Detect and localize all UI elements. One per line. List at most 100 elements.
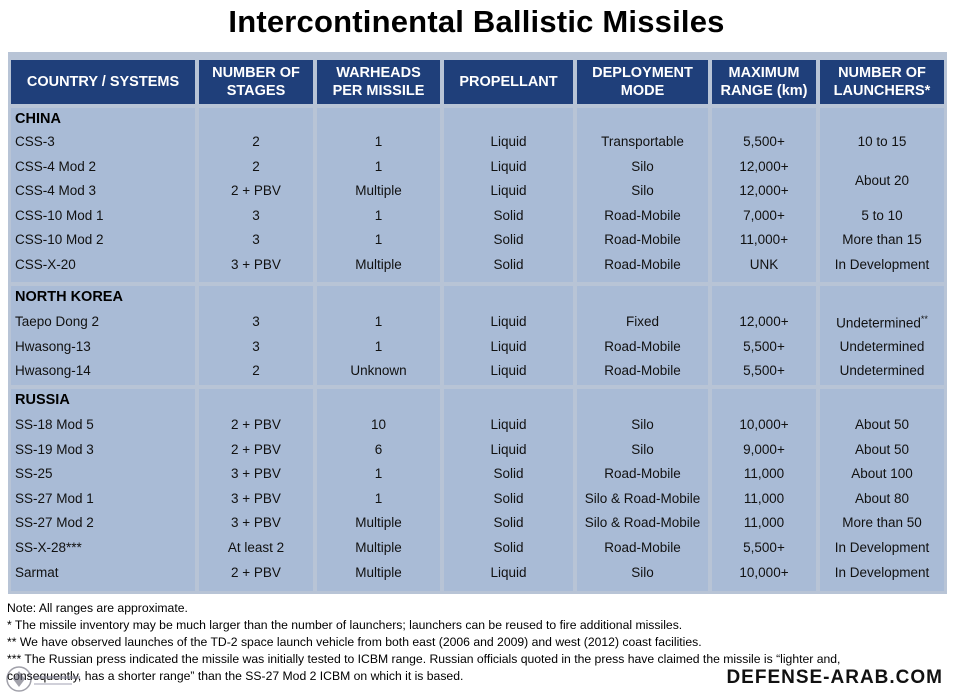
column-background [317,286,440,385]
column-background [444,389,573,591]
header-range: MAXIMUM RANGE (km) [712,60,816,104]
header-launchers: NUMBER OF LAUNCHERS* [820,60,944,104]
cell-warheads: 1 [374,207,383,223]
column-background [11,286,195,385]
column-background [199,108,313,282]
cell-mode: Road-Mobile [604,363,681,379]
cell-stages: At least 2 [227,540,285,555]
defense-arab-logo-icon [6,666,80,692]
cell-system: Sarmat [15,564,59,580]
cell-stages: 3 + PBV [231,515,281,531]
cell-warheads: Unknown [350,363,407,379]
column-background [712,286,816,385]
column-background [577,286,708,385]
cell-warheads: Multiple [355,515,402,531]
footnotes: Note: All ranges are approximate. * The … [7,600,947,685]
cell-system: CSS-4 Mod 3 [15,183,97,199]
cell-stages: 3 [252,232,260,248]
column-background [317,389,440,591]
cell-mode: Silo [631,441,654,457]
cell-range: 12,000+ [739,158,789,174]
header-warheads: WARHEADS PER MISSILE [317,60,440,104]
cell-stages: 2 [252,158,260,174]
cell-launchers: About 50 [854,417,910,432]
cell-propellant: Liquid [490,417,527,432]
cell-mode: Road-Mobile [604,540,681,555]
cell-warheads: 1 [374,314,383,329]
cell-propellant: Liquid [490,134,527,149]
cell-launchers: About 80 [854,490,910,506]
cell-range: 5,500+ [743,338,785,354]
column-background [11,389,195,591]
cell-stages: 3 [252,314,260,329]
column-background [712,389,816,591]
merged-launchers-css4: About 20 [854,173,910,188]
cell-launchers: More than 50 [842,515,922,531]
cell-system: CSS-10 Mod 2 [15,232,104,248]
cell-propellant: Solid [493,490,524,506]
cell-range: 10,000+ [739,417,789,432]
column-background [577,108,708,282]
cell-warheads: 1 [374,338,383,354]
cell-propellant: Solid [493,515,524,531]
cell-range: 11,000 [743,466,785,482]
cell-stages: 2 + PBV [231,564,281,580]
header-stages: NUMBER OF STAGES [199,60,313,104]
cell-range: 10,000+ [739,564,789,580]
cell-warheads: Multiple [355,183,402,199]
cell-mode: Road-Mobile [604,466,681,482]
column-background [820,108,944,282]
note-ssx28-cont: consequently, has a shorter range” than … [7,669,464,683]
cell-stages: 2 [252,134,260,149]
cell-mode: Silo [631,183,654,199]
cell-warheads: Multiple [355,564,402,580]
cell-mode: Road-Mobile [604,232,681,248]
cell-propellant: Liquid [490,314,527,329]
cell-launchers: Undetermined [839,363,925,379]
cell-system: SS-X-28*** [15,540,82,555]
watermark: DEFENSE-ARAB.COM [726,667,943,688]
cell-mode: Fixed [625,314,659,329]
column-background [11,108,195,282]
cell-stages: 3 + PBV [231,257,281,272]
cell-propellant: Solid [493,540,524,555]
cell-launchers: About 50 [854,441,910,457]
cell-propellant: Solid [493,257,524,272]
cell-propellant: Solid [493,232,524,248]
cell-system: CSS-10 Mod 1 [15,207,104,223]
footnote-marker: ** [920,314,928,324]
cell-propellant: Solid [493,207,524,223]
cell-launchers: In Development [834,257,930,272]
header-propellant: PROPELLANT [444,60,573,104]
cell-launchers: More than 15 [842,232,922,248]
cell-system: Hwasong-14 [15,363,91,379]
cell-range: 12,000+ [739,314,789,329]
column-background [444,286,573,385]
column-background [444,108,573,282]
cell-range: 5,500+ [743,363,785,379]
cell-propellant: Liquid [490,158,527,174]
column-background [577,389,708,591]
cell-launchers: About 100 [851,466,913,482]
cell-propellant: Liquid [490,363,527,379]
cell-mode: Road-Mobile [604,207,681,223]
cell-launchers: In Development [834,564,930,580]
cell-warheads: 1 [374,466,383,482]
cell-mode: Road-Mobile [604,338,681,354]
cell-mode: Road-Mobile [604,257,681,272]
column-background [820,389,944,591]
cell-range: 5,500+ [743,134,785,149]
cell-launchers: Undetermined** [836,314,928,331]
cell-range: 7,000+ [743,207,785,223]
note-ssx28: *** The Russian press indicated the miss… [7,652,841,666]
column-background [199,389,313,591]
cell-warheads: 10 [370,417,387,432]
cell-warheads: 1 [374,134,383,149]
cell-system: SS-27 Mod 2 [15,515,94,531]
cell-range: 11,000 [743,515,785,531]
cell-range: 11,000+ [739,232,789,248]
cell-stages: 3 [252,207,260,223]
cell-stages: 2 + PBV [231,417,281,432]
cell-launchers: 10 to 15 [857,134,907,149]
cell-range: 11,000 [743,490,785,506]
